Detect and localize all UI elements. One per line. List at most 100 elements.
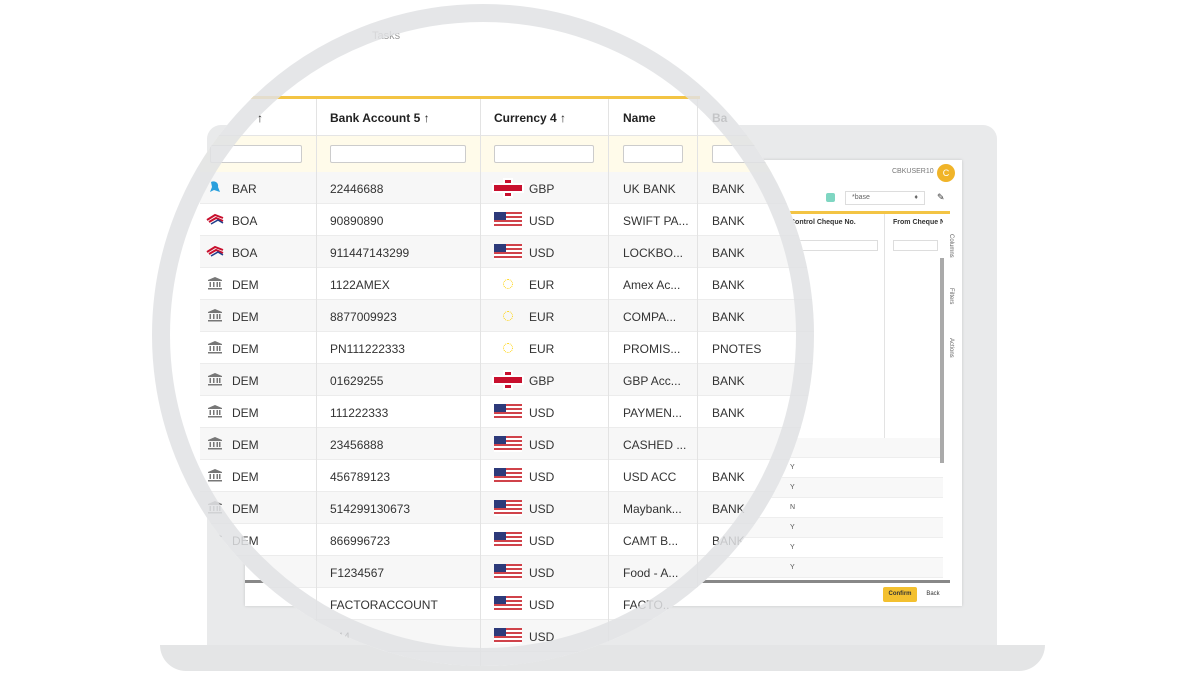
account-type: BANK <box>712 502 745 516</box>
bank-code: DEM <box>232 470 259 484</box>
bank-account: 111222333 <box>330 406 389 420</box>
us-flag-icon <box>494 468 522 484</box>
account-name: Food - A... <box>623 566 679 580</box>
filter-input-bank[interactable] <box>210 145 302 163</box>
side-tab-columns[interactable]: Columns <box>948 234 954 258</box>
view-value: *base <box>852 194 870 201</box>
account-name: PROMIS... <box>623 342 681 356</box>
us-flag-icon <box>494 532 522 548</box>
account-name: PAYMEN... <box>623 406 682 420</box>
currency: USD <box>529 246 555 260</box>
account-type: PNOTES <box>712 342 762 356</box>
account-type: BANK <box>712 246 745 260</box>
column-divider <box>316 99 317 666</box>
account-name: GBP Acc... <box>623 374 681 388</box>
account-name: FACTO... <box>623 598 673 612</box>
account-type: BANK <box>712 534 745 548</box>
bank-icon <box>206 404 224 423</box>
bank-account: 01629255 <box>330 374 384 388</box>
bank-code: DEM <box>232 310 259 324</box>
account-name: CASHED ... <box>623 438 687 452</box>
bank-account: 514299130673 <box>330 502 411 516</box>
bank-account: 1122AMEX <box>330 278 390 292</box>
column-header-currency[interactable]: Currency 4 ↑ <box>494 111 567 125</box>
column-divider <box>884 214 885 578</box>
bank-code: DEM <box>232 374 259 388</box>
view-select[interactable]: *base ♦ <box>845 191 925 205</box>
chevron-icon: ♦ <box>914 194 918 201</box>
boa-icon <box>206 244 224 263</box>
column-header-bank[interactable]: ↑ <box>257 111 263 125</box>
currency: GBP <box>529 374 555 388</box>
us-flag-icon <box>494 212 522 228</box>
bank-code: BAR <box>232 182 257 196</box>
us-flag-icon <box>494 404 522 420</box>
column-header[interactable]: From Cheque N <box>893 219 943 226</box>
column-header[interactable]: Control Cheque No. <box>790 219 856 226</box>
account-name: LOCKBO... <box>623 246 684 260</box>
bank-account: 22446688 <box>330 182 384 196</box>
bank-account: 456789123 <box>330 470 391 484</box>
account-name: UK BANK <box>623 182 676 196</box>
bank-account: FACTORACCOUNT <box>330 598 438 612</box>
currency: USD <box>529 406 555 420</box>
account-name: USD ACC <box>623 470 677 484</box>
accent-line <box>200 96 700 99</box>
bank-code: DEM <box>232 438 259 452</box>
column-header-type[interactable]: Ba <box>712 111 728 125</box>
us-flag-icon <box>494 596 522 612</box>
bank-icon <box>206 308 224 327</box>
bank-account: 23456888 <box>330 438 384 452</box>
us-flag-icon <box>494 436 522 452</box>
filter-input[interactable] <box>893 240 938 251</box>
account-name: COMPA... <box>623 310 677 324</box>
bank-code: DEM <box>232 278 259 292</box>
bank-icon <box>206 340 224 359</box>
side-tab-filters[interactable]: Filters <box>948 288 954 305</box>
account-type: BANK <box>712 470 745 484</box>
currency: USD <box>529 214 555 228</box>
bank-code: DEM <box>232 534 259 548</box>
column-divider <box>608 99 609 666</box>
column-header-name[interactable]: Name <box>623 111 656 125</box>
bank-account: 911447143299 <box>330 246 410 260</box>
filter-input-type[interactable] <box>712 145 792 163</box>
currency: USD <box>529 502 555 516</box>
bank-account: F1234567 <box>330 566 385 580</box>
us-flag-icon <box>494 564 522 580</box>
account-type: BANK <box>712 278 745 292</box>
filter-input-name[interactable] <box>623 145 683 163</box>
currency: EUR <box>529 342 555 356</box>
bank-account: 344 <box>330 630 351 644</box>
bank-icon <box>206 372 224 391</box>
currency: EUR <box>529 310 555 324</box>
tasks-title: Tasks <box>372 30 401 42</box>
bank-code: BOA <box>232 214 258 228</box>
barclays-icon <box>206 180 224 199</box>
column-divider <box>480 99 481 666</box>
side-tab-actions[interactable]: Actions <box>948 338 954 358</box>
bank-code: DEM <box>232 342 259 356</box>
us-flag-icon <box>494 244 522 260</box>
column-header-bank-account[interactable]: Bank Account 5 ↑ <box>330 111 430 125</box>
grid-icon[interactable] <box>826 193 835 202</box>
currency: USD <box>529 598 555 612</box>
account-name: Maybank... <box>623 502 682 516</box>
currency: USD <box>529 534 555 548</box>
username: CBKUSER10 <box>892 168 934 175</box>
back-button[interactable]: Back <box>926 591 940 597</box>
account-type: BANK <box>712 310 745 324</box>
bank-account: 8877009923 <box>330 310 397 324</box>
pin-icon[interactable]: ✎ <box>937 192 945 202</box>
avatar[interactable]: C <box>937 164 955 182</box>
confirm-button[interactable]: Confirm <box>883 587 917 602</box>
magnifier-lens: Tasks ↑ Bank Account 5 ↑ Currency 4 ↑ Na… <box>152 4 814 666</box>
bank-icon <box>206 468 224 487</box>
account-type: BANK <box>712 374 745 388</box>
currency: USD <box>529 470 555 484</box>
bank-code: BOA <box>232 246 258 260</box>
account-type: BANK <box>712 214 745 228</box>
filter-input-currency[interactable] <box>494 145 594 163</box>
scrollbar[interactable] <box>940 258 944 463</box>
filter-input-account[interactable] <box>330 145 466 163</box>
